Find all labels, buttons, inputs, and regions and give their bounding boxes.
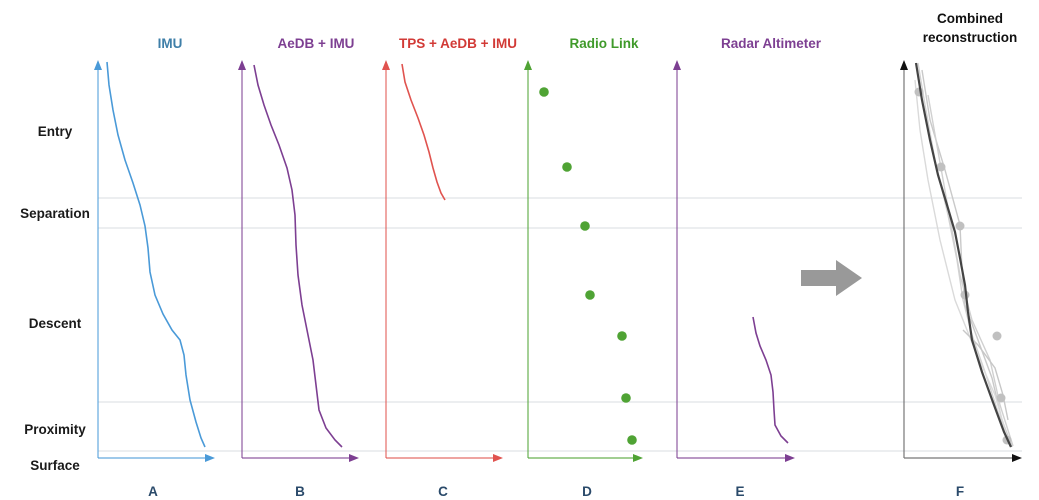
radio-x-axis-arrowhead: [633, 454, 643, 462]
trajectory-curves: [106, 61, 789, 448]
combined-x-axis-arrowhead: [1012, 454, 1022, 462]
combined-y-axis-arrowhead: [900, 60, 908, 70]
panel-letter-e: E: [735, 484, 744, 499]
radio-point-2: [562, 162, 572, 172]
panel-title-radar: Radar Altimeter: [721, 36, 822, 51]
panel-letter-b: B: [295, 484, 305, 499]
panel-title-imu: IMU: [158, 36, 183, 51]
panel-title-aedb: AeDB + IMU: [278, 36, 355, 51]
combined-point-5: [992, 331, 1002, 341]
imu-trajectory-curve: [106, 61, 206, 448]
panel-titles: IMU AeDB + IMU TPS + AeDB + IMU Radio Li…: [158, 11, 1018, 51]
radar-y-axis-arrowhead: [673, 60, 681, 70]
panel-letter-f: F: [956, 484, 964, 499]
panel-axes: [94, 60, 1022, 462]
radio-point-1: [539, 87, 549, 97]
panel-title-combined-line2: reconstruction: [923, 30, 1018, 45]
phase-label-proximity: Proximity: [24, 422, 86, 437]
aedb-trajectory-curve: [253, 64, 343, 448]
panel-title-radio: Radio Link: [569, 36, 638, 51]
radio-link-points: [539, 87, 637, 445]
combined-faint-curve-4: [927, 94, 1014, 447]
combined-faint-curve-2: [921, 69, 1013, 448]
phase-label-separation: Separation: [20, 206, 90, 221]
radio-point-6: [621, 393, 631, 403]
radio-point-3: [580, 221, 590, 231]
panel-letters: A B C D E F: [148, 484, 964, 499]
combined-reconstruction-plot: [914, 62, 1014, 448]
combined-faint-curve-1: [917, 62, 1011, 447]
panel-letter-d: D: [582, 484, 592, 499]
aedb-y-axis-arrowhead: [238, 60, 246, 70]
phase-label-surface: Surface: [30, 458, 80, 473]
tps-y-axis-arrowhead: [382, 60, 390, 70]
radar-trajectory-curve: [752, 316, 789, 444]
phase-labels: Entry Separation Descent Proximity Surfa…: [20, 124, 90, 473]
imu-y-axis-arrowhead: [94, 60, 102, 70]
phase-label-descent: Descent: [29, 316, 82, 331]
combined-point-6: [996, 393, 1006, 403]
panel-letter-c: C: [438, 484, 448, 499]
tps-trajectory-curve: [401, 63, 446, 201]
panel-letter-a: A: [148, 484, 158, 499]
combined-reconstruction-curve: [914, 62, 1012, 448]
radio-point-5: [617, 331, 627, 341]
radio-y-axis-arrowhead: [524, 60, 532, 70]
radar-x-axis-arrowhead: [785, 454, 795, 462]
phase-label-entry: Entry: [38, 124, 73, 139]
tps-x-axis-arrowhead: [493, 454, 503, 462]
radio-point-4: [585, 290, 595, 300]
combined-faint-curve-3: [914, 79, 1009, 441]
flow-arrow: [801, 260, 862, 296]
imu-x-axis-arrowhead: [205, 454, 215, 462]
combined-point-2: [936, 162, 946, 172]
radio-point-7: [627, 435, 637, 445]
aedb-x-axis-arrowhead: [349, 454, 359, 462]
panel-title-tps: TPS + AeDB + IMU: [399, 36, 517, 51]
phase-bands: [98, 197, 1022, 452]
panel-title-combined-line1: Combined: [937, 11, 1003, 26]
combined-point-3: [955, 221, 965, 231]
